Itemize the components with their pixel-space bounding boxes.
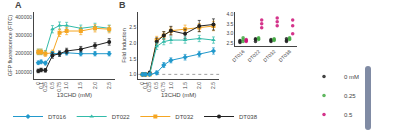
svg-text:0.5: 0.5 [49, 82, 55, 89]
svg-text:0.25: 0.25 [344, 93, 356, 99]
svg-text:400000: 400000 [15, 14, 32, 20]
svg-text:0 mM: 0 mM [344, 74, 359, 80]
svg-text:300000: 300000 [15, 32, 32, 38]
svg-text:2.5: 2.5 [226, 40, 233, 46]
svg-text:0.75: 0.75 [56, 82, 62, 92]
svg-text:DT038: DT038 [277, 48, 292, 63]
svg-text:0.1: 0.1 [38, 82, 44, 89]
svg-text:DT032: DT032 [262, 48, 277, 63]
svg-text:13CHD (mM): 13CHD (mM) [161, 92, 196, 98]
svg-text:3.0: 3.0 [226, 30, 233, 36]
svg-text:A: A [15, 0, 22, 10]
svg-text:DT022: DT022 [246, 48, 261, 63]
svg-text:1.5: 1.5 [77, 82, 83, 89]
svg-text:DT022: DT022 [112, 114, 131, 120]
svg-text:0: 0 [35, 82, 41, 85]
svg-text:1.5: 1.5 [129, 56, 136, 62]
svg-text:0.75: 0.75 [160, 82, 166, 92]
svg-text:0.5: 0.5 [153, 82, 159, 89]
svg-text:DT038: DT038 [239, 114, 258, 120]
svg-text:2.0: 2.0 [129, 40, 136, 46]
svg-text:1.0: 1.0 [129, 71, 136, 77]
svg-text:4.0: 4.0 [226, 11, 233, 17]
svg-text:0.25: 0.25 [146, 82, 152, 92]
svg-text:DT016: DT016 [48, 114, 67, 120]
svg-text:B: B [119, 0, 126, 10]
svg-text:GFP fluorescence (FITC): GFP fluorescence (FITC) [7, 15, 13, 76]
svg-text:1.0: 1.0 [168, 82, 174, 89]
svg-text:2.5: 2.5 [106, 82, 112, 89]
svg-text:0.1: 0.1 [142, 82, 148, 89]
svg-text:200000: 200000 [15, 50, 32, 56]
svg-text:13CHD (mM): 13CHD (mM) [57, 92, 92, 98]
svg-text:2.0: 2.0 [92, 82, 98, 89]
svg-text:2.5: 2.5 [129, 24, 136, 30]
svg-text:0: 0 [139, 82, 145, 85]
svg-text:Fold Induction: Fold Induction [121, 28, 127, 63]
svg-text:2.5: 2.5 [210, 82, 216, 89]
svg-text:3.5: 3.5 [226, 21, 233, 27]
svg-text:DT016: DT016 [231, 48, 246, 63]
svg-text:0.25: 0.25 [42, 82, 48, 92]
svg-text:100000: 100000 [15, 69, 32, 75]
svg-text:DT032: DT032 [175, 114, 194, 120]
svg-text:2.0: 2.0 [196, 82, 202, 89]
svg-text:1.5: 1.5 [182, 82, 188, 89]
svg-text:1.0: 1.0 [63, 82, 69, 89]
svg-text:0.5: 0.5 [344, 112, 353, 118]
